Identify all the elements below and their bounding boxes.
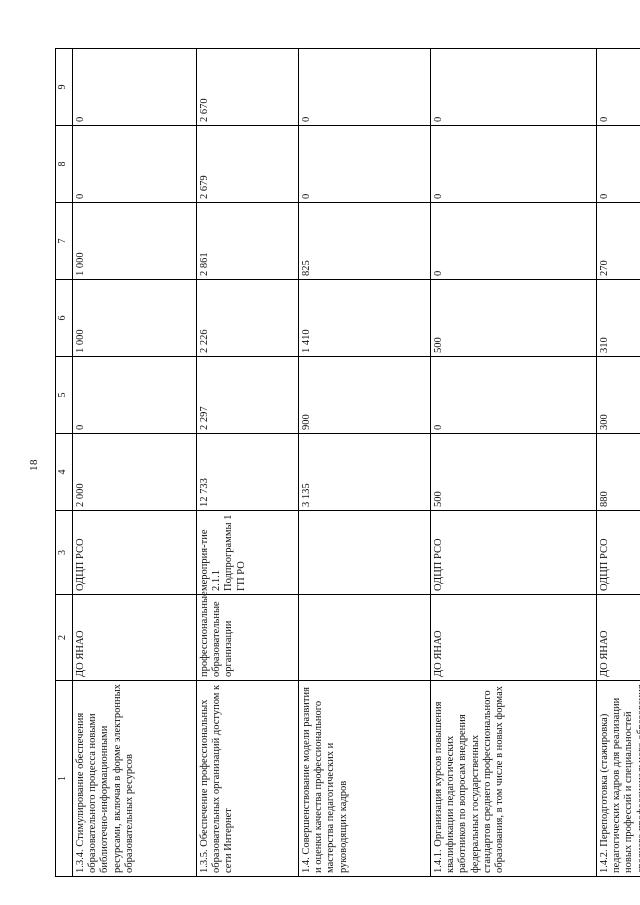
value-col-7: 270 [596, 202, 640, 280]
column-index-1: 1 [55, 680, 73, 877]
table-row: 1.4.1. Организация курсов повышения квал… [430, 48, 597, 877]
value-col-6: 310 [596, 279, 640, 357]
responsible-executor: ДО ЯНАО [72, 594, 197, 681]
value-col-7: 0 [430, 202, 597, 280]
value-col-5: 300 [596, 356, 640, 434]
measure-name: 1.4.2. Переподготовка (стажировка) педаг… [596, 680, 640, 877]
measure-name: 1.3.4. Стимулирование обеспечения образо… [72, 680, 197, 877]
value-col-9: 0 [72, 48, 197, 126]
value-col-4: 500 [430, 433, 597, 511]
table-row: 1.3.5. Обеспечение профессиональных обра… [196, 48, 299, 877]
value-col-8: 2 679 [196, 125, 299, 203]
measure-name: 1.4.1. Организация курсов повышения квал… [430, 680, 597, 877]
value-col-7: 2 861 [196, 202, 299, 280]
value-col-4: 2 000 [72, 433, 197, 511]
value-col-5: 0 [72, 356, 197, 434]
column-index-row: 1 2 3 4 5 6 7 8 9 [55, 48, 73, 877]
funding-source: ОДЦП РСО [72, 510, 197, 595]
value-col-5: 0 [430, 356, 597, 434]
responsible-executor [298, 594, 431, 681]
table-row: 1.4. Совершенствование модели развития и… [298, 48, 431, 877]
measure-name: 1.4. Совершенствование модели развития и… [298, 680, 431, 877]
responsible-executor: профессиональные образовательные организ… [196, 591, 299, 681]
value-col-8: 0 [596, 125, 640, 203]
value-col-9: 0 [430, 48, 597, 126]
value-col-9: 0 [596, 48, 640, 126]
value-col-7: 1 000 [72, 202, 197, 280]
table-row: 1.4.2. Переподготовка (стажировка) педаг… [596, 48, 640, 877]
program-measures-table: 1 2 3 4 5 6 7 8 9 1.3.4. Стимулирование … [55, 48, 640, 877]
responsible-executor: ДО ЯНАО [596, 594, 640, 681]
value-col-7: 825 [298, 202, 431, 280]
page-number: 18 [28, 459, 40, 471]
value-col-6: 500 [430, 279, 597, 357]
funding-source [298, 510, 431, 595]
column-index-9: 9 [55, 48, 73, 126]
value-col-5: 2 297 [196, 356, 299, 434]
value-col-8: 0 [72, 125, 197, 203]
column-index-7: 7 [55, 202, 73, 280]
value-col-6: 2 226 [196, 279, 299, 357]
column-index-8: 8 [55, 125, 73, 203]
column-index-6: 6 [55, 279, 73, 357]
value-col-6: 1 000 [72, 279, 197, 357]
responsible-executor: ДО ЯНАО [430, 594, 597, 681]
column-index-5: 5 [55, 356, 73, 434]
table-row: 1.3.4. Стимулирование обеспечения образо… [72, 48, 197, 877]
funding-source: ОДЦП РСО [596, 510, 640, 595]
value-col-4: 12 733 [196, 433, 299, 511]
column-index-3: 3 [55, 510, 73, 595]
value-col-4: 3 135 [298, 433, 431, 511]
value-col-8: 0 [430, 125, 597, 203]
measure-name: 1.3.5. Обеспечение профессиональных обра… [196, 680, 299, 877]
value-col-9: 0 [298, 48, 431, 126]
funding-source: мероприя-тие 2.1.1 Подпрограммы 1 ГП РО [196, 510, 299, 595]
column-index-2: 2 [55, 594, 73, 681]
value-col-4: 880 [596, 433, 640, 511]
value-col-9: 2 670 [196, 48, 299, 126]
value-col-5: 900 [298, 356, 431, 434]
value-col-8: 0 [298, 125, 431, 203]
funding-source: ОДЦП РСО [430, 510, 597, 595]
column-index-4: 4 [55, 433, 73, 511]
value-col-6: 1 410 [298, 279, 431, 357]
